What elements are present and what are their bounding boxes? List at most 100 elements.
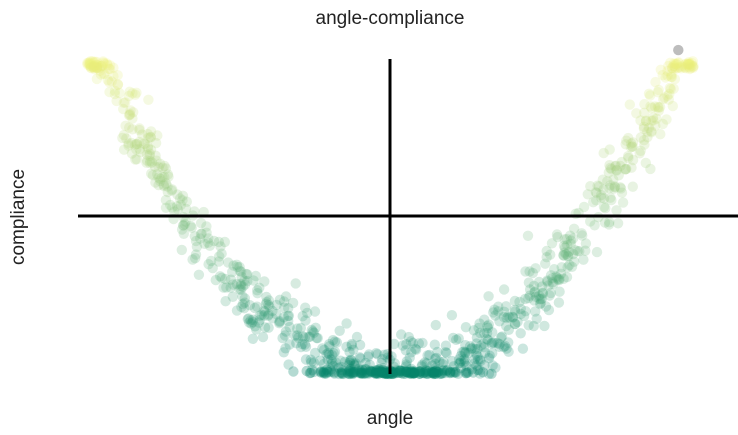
data-point	[123, 90, 135, 102]
data-point	[94, 62, 106, 74]
data-point	[263, 309, 274, 320]
data-point	[652, 101, 663, 113]
data-point	[242, 275, 253, 287]
data-point	[178, 228, 189, 239]
data-point	[483, 291, 494, 302]
data-point	[649, 101, 661, 112]
data-point	[150, 177, 161, 188]
data-point	[545, 287, 556, 299]
data-point	[227, 291, 238, 302]
data-point	[646, 127, 657, 138]
data-point	[520, 306, 531, 317]
data-point	[406, 366, 418, 378]
data-point	[653, 105, 664, 116]
data-point	[562, 250, 573, 261]
data-point	[552, 231, 563, 243]
data-point	[373, 366, 384, 378]
data-point	[686, 60, 698, 71]
data-point	[687, 56, 698, 67]
data-point	[180, 216, 191, 227]
data-point	[91, 59, 103, 71]
data-point	[231, 278, 242, 290]
data-point	[482, 322, 494, 334]
data-point	[563, 251, 574, 262]
data-point	[138, 138, 150, 149]
data-point	[89, 56, 101, 67]
data-point	[354, 366, 366, 377]
data-point	[498, 341, 509, 353]
data-point	[517, 343, 529, 354]
data-point	[293, 332, 304, 343]
data-point	[360, 357, 371, 369]
data-point	[488, 337, 499, 348]
data-point	[326, 366, 337, 377]
data-point	[278, 296, 290, 307]
data-point	[379, 368, 391, 379]
data-point	[462, 367, 474, 378]
data-point	[503, 311, 514, 322]
data-point	[599, 217, 611, 228]
data-point	[507, 312, 519, 323]
data-point	[245, 315, 256, 326]
data-point	[326, 354, 337, 365]
data-point	[651, 113, 662, 124]
data-point	[554, 286, 565, 297]
data-point	[378, 367, 389, 378]
data-point	[498, 284, 510, 295]
data-point	[534, 298, 546, 310]
data-point	[414, 368, 425, 379]
data-point	[621, 135, 632, 146]
data-point	[321, 368, 332, 379]
data-point	[547, 273, 558, 284]
data-point	[227, 279, 239, 290]
data-point	[672, 57, 684, 69]
data-point	[455, 350, 466, 362]
data-point	[178, 220, 189, 231]
data-point	[87, 61, 98, 72]
data-point	[478, 342, 490, 353]
data-point	[299, 332, 310, 343]
data-point	[549, 264, 560, 275]
data-point	[236, 271, 247, 283]
data-point	[530, 306, 541, 317]
data-point	[564, 230, 576, 241]
data-point	[624, 99, 635, 110]
data-point	[348, 366, 359, 378]
data-point	[371, 368, 383, 379]
data-point	[477, 367, 489, 378]
data-point	[524, 266, 535, 277]
data-point	[528, 320, 539, 332]
data-point	[426, 366, 438, 378]
data-point	[435, 368, 447, 379]
data-point	[96, 60, 107, 72]
data-point	[520, 266, 531, 277]
data-point	[187, 254, 198, 265]
data-point	[83, 57, 94, 69]
data-point	[328, 347, 339, 359]
data-point	[322, 354, 333, 365]
data-point	[459, 354, 470, 365]
data-point	[428, 368, 440, 380]
data-point	[327, 350, 338, 361]
data-point	[181, 196, 192, 207]
data-point	[264, 301, 275, 312]
data-point	[146, 157, 158, 168]
data-point	[279, 302, 290, 313]
data-point	[149, 161, 161, 172]
data-point	[201, 227, 212, 238]
data-point	[604, 160, 615, 171]
data-point	[471, 360, 482, 371]
data-point	[216, 248, 227, 259]
data-point	[171, 201, 183, 212]
data-point	[669, 58, 681, 70]
data-point	[400, 345, 411, 356]
data-point	[329, 336, 341, 347]
data-point	[634, 148, 645, 159]
data-point	[558, 250, 569, 261]
data-point	[598, 184, 609, 195]
data-point	[535, 294, 546, 305]
x-axis-label: angle	[367, 408, 414, 429]
data-point	[547, 277, 558, 288]
data-point	[421, 368, 432, 379]
